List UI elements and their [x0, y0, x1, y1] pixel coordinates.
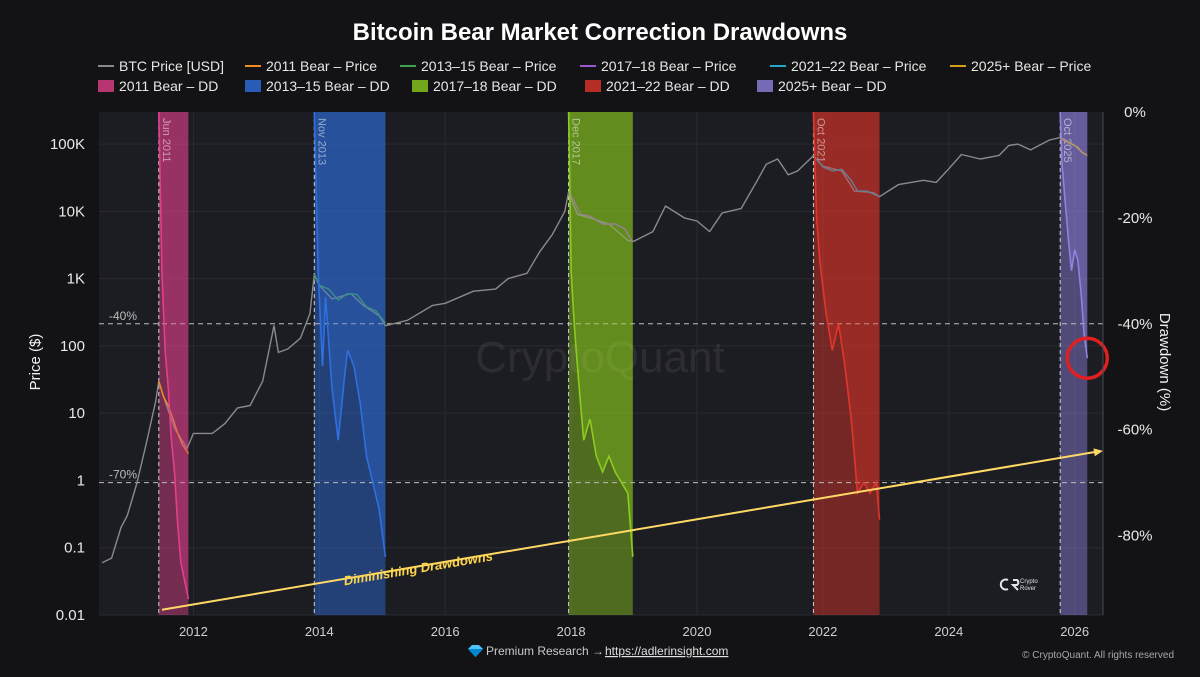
logo-text-2: Rover	[1020, 586, 1036, 592]
x-tick-label: 2020	[683, 624, 712, 639]
bear-price-line	[1059, 137, 1088, 157]
crypto-rover-logo: Crypto Rover	[999, 578, 1038, 592]
legend-item-label[interactable]: 2017–18 Bear – DD	[433, 78, 557, 94]
y2-tick-label: 0%	[1124, 104, 1146, 121]
trend-arrowhead	[1093, 448, 1103, 457]
watermark: CryptoQuant	[475, 333, 724, 382]
drawdown-area	[1060, 112, 1088, 359]
bear-band	[158, 112, 189, 615]
y2-tick-label: -80%	[1117, 528, 1152, 545]
highlight-circle	[1065, 336, 1110, 380]
x-tick-label: 2018	[557, 624, 586, 639]
bear-band	[314, 112, 386, 615]
legend-swatch-area	[245, 80, 261, 92]
drawdown-axis: 0% -20% -40% -60% -80%	[1102, 104, 1153, 615]
y-tick-label: 0.01	[56, 607, 85, 624]
bear-band	[813, 112, 880, 615]
legend-item-label[interactable]: 2013–15 Bear – DD	[266, 78, 390, 94]
footer-prefix: Premium Research →	[486, 644, 604, 658]
reference-line-label: -70%	[109, 468, 137, 482]
drawdown-line	[812, 111, 881, 520]
bear-start-label: Dec 2017	[570, 118, 582, 165]
y2-tick-label: -20%	[1117, 210, 1152, 227]
gem-icon	[468, 645, 483, 657]
legend-item-label[interactable]: 2021–22 Bear – Price	[791, 58, 927, 74]
grid-lines	[99, 112, 1103, 616]
bear-start-label: Nov 2013	[315, 118, 327, 165]
drawdown-line	[158, 111, 190, 600]
drawdown-area	[813, 112, 880, 520]
price-axis: 100K 10K 1K 100 10 1 0.1 0.01	[50, 136, 85, 624]
bear-price-line	[313, 274, 386, 324]
y-tick-label: 100	[60, 338, 85, 355]
legend-item-label[interactable]: 2025+ Bear – DD	[778, 78, 887, 94]
logo-icon	[999, 578, 1020, 591]
drawdown-area	[314, 112, 386, 557]
logo-text-1: Crypto	[1020, 579, 1038, 585]
trend-line	[161, 450, 1098, 611]
x-tick-label: 2026	[1060, 624, 1089, 639]
legend-swatch-area	[585, 80, 601, 92]
copyright: © CryptoQuant. All rights reserved	[1022, 650, 1174, 661]
bear-bands	[158, 112, 1088, 615]
y-tick-label: 1	[77, 472, 85, 489]
x-tick-label: 2014	[305, 624, 334, 639]
y-tick-label: 10	[68, 405, 85, 422]
legend-swatch-area	[412, 80, 428, 92]
y-tick-label: 100K	[50, 136, 85, 153]
footer: Premium Research → https://adlerinsight.…	[468, 644, 1174, 661]
x-tick-label: 2024	[934, 624, 963, 639]
reference-lines: -40% -70%	[99, 309, 1103, 484]
drawdown-area	[158, 112, 189, 600]
bear-start-label: Jun 2011	[160, 118, 172, 162]
legend-item-label[interactable]: 2013–15 Bear – Price	[421, 58, 557, 74]
legend-item-label[interactable]: 2011 Bear – DD	[119, 78, 218, 94]
drawdown-series	[158, 111, 1089, 600]
chart-title: Bitcoin Bear Market Correction Drawdowns	[353, 19, 848, 46]
legend-item-label[interactable]: 2025+ Bear – Price	[971, 58, 1091, 74]
y2-tick-label: -40%	[1117, 316, 1152, 333]
x-tick-label: 2012	[179, 624, 208, 639]
y-tick-label: 1K	[67, 271, 85, 288]
y2-axis-label: Drawdown (%)	[1156, 313, 1173, 411]
legend-swatch-area	[98, 80, 114, 92]
price-series	[101, 136, 1088, 564]
reference-line-label: -40%	[109, 309, 137, 323]
bear-start-label: Oct 2021	[814, 118, 826, 163]
drawdown-area	[568, 112, 633, 557]
y2-tick-label: -60%	[1117, 422, 1152, 439]
y-axis-label: Price ($)	[27, 334, 44, 391]
drawdown-line	[313, 111, 387, 557]
y-tick-label: 10K	[58, 203, 85, 220]
bear-price-line	[158, 380, 189, 455]
legend-item-label[interactable]: 2021–22 Bear – DD	[606, 78, 730, 94]
bear-price-line	[812, 155, 880, 198]
x-tick-label: 2022	[808, 624, 837, 639]
drawdown-line	[1059, 111, 1089, 359]
legend-swatch-area	[757, 80, 773, 92]
y-tick-label: 0.1	[64, 540, 85, 557]
footer-link[interactable]: https://adlerinsight.com	[605, 644, 728, 658]
x-tick-label: 2016	[431, 624, 460, 639]
legend-item-label[interactable]: 2011 Bear – Price	[266, 58, 377, 74]
legend-item-label[interactable]: 2017–18 Bear – Price	[601, 58, 737, 74]
drawdown-line	[567, 111, 634, 557]
bear-price-line	[567, 191, 634, 243]
legend: BTC Price [USD] 2011 Bear – Price 2013–15 …	[98, 58, 1091, 94]
legend-item-label[interactable]: BTC Price [USD]	[119, 58, 224, 74]
year-axis: 2012 2014 2016 2018 2020 2022 2024 2026	[179, 624, 1089, 639]
